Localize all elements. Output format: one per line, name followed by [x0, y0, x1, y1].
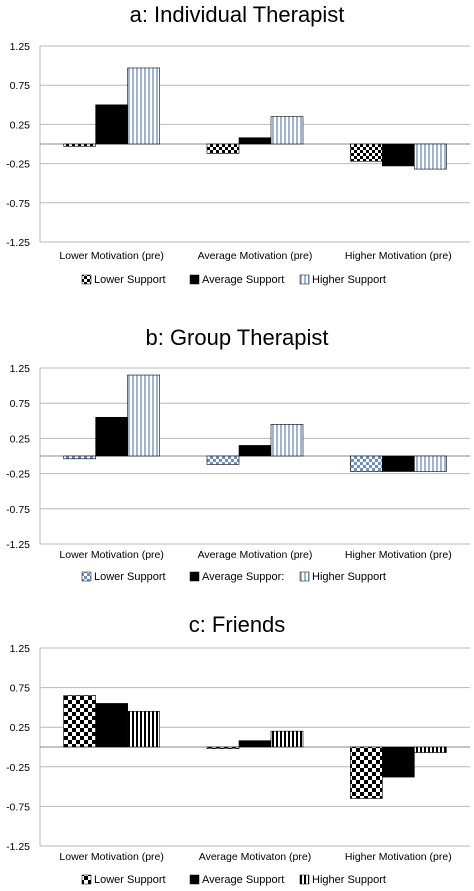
y-tick-label: -0.25: [6, 762, 30, 774]
x-category-label: Higher Motivation (pre): [345, 851, 452, 863]
x-category-label: Lower Motivation (pre): [59, 250, 163, 262]
legend-swatch: [299, 571, 310, 582]
bar-vstripe: [127, 711, 160, 748]
bar-solid: [238, 740, 272, 748]
y-tick-label: 0.75: [10, 80, 31, 92]
chart-panel-2: c: Friends 1.25 0.75 0.25 -0.25 -0.75 -1.25 Low…: [6, 612, 470, 886]
legend-swatch: [189, 874, 200, 885]
bar-checker: [63, 455, 96, 460]
legend-label: Lower Support: [94, 274, 166, 286]
y-tick-label: 1.25: [10, 41, 31, 53]
bar-vstripe: [414, 143, 447, 170]
legend-swatch: [81, 274, 92, 285]
legend-swatch: [189, 571, 200, 582]
bar-checker: [350, 455, 383, 472]
y-tick-label: -0.25: [6, 159, 30, 171]
bar-vstripe: [270, 424, 304, 457]
legend-label: Higher Support: [312, 274, 386, 286]
bar-checker: [63, 143, 96, 147]
legend-label: Higher Support: [312, 874, 386, 886]
bar-solid: [95, 104, 128, 145]
bar-solid: [382, 143, 415, 167]
legend-label: Lower Support: [94, 874, 166, 886]
y-tick-label: 0.25: [10, 722, 31, 734]
y-tick-label: -0.75: [6, 504, 30, 516]
bar-checker: [206, 455, 240, 465]
y-tick-label: 0.75: [10, 683, 31, 695]
chart-title: c: Friends: [189, 612, 286, 637]
y-tick-label: 1.25: [10, 363, 31, 375]
bar-solid: [95, 416, 128, 457]
y-tick-label: 0.25: [10, 433, 31, 445]
y-tick-label: -0.75: [6, 801, 30, 813]
bar-vstripe: [414, 746, 447, 753]
legend-swatch: [299, 274, 310, 285]
chart-panel-1: b: Group Therapist 1.25 0.75 0.25 -0.25 -0.75…: [6, 325, 470, 583]
x-category-label: Higher Motivation (pre): [345, 250, 452, 262]
legend-label: Lower Support: [94, 571, 166, 583]
x-category-label: Lower Motivation (pre): [59, 549, 163, 561]
legend-label: Average Suppor:: [202, 571, 284, 583]
legend-label: Average Support: [202, 274, 284, 286]
bar-checker: [63, 695, 96, 748]
chart-title: a: Individual Therapist: [130, 2, 345, 27]
bar-vstripe: [127, 67, 160, 145]
bar-checker: [350, 746, 383, 799]
y-tick-label: 0.25: [10, 119, 31, 131]
bar-solid: [382, 455, 415, 472]
legend-swatch: [81, 874, 92, 885]
legend-swatch: [189, 274, 200, 285]
x-category-label: Average Motivation (pre): [198, 549, 313, 561]
x-category-label: Higher Motivation (pre): [345, 549, 452, 561]
chart-title: b: Group Therapist: [145, 325, 328, 350]
y-tick-label: -1.25: [6, 539, 30, 551]
bar-vstripe: [270, 116, 304, 145]
bar-checker: [206, 746, 240, 749]
legend-label: Average Support: [202, 874, 284, 886]
legend-swatch: [299, 874, 310, 885]
x-category-label: Average Motivation (pre): [198, 250, 313, 262]
bar-solid: [95, 703, 128, 748]
bar-checker: [206, 143, 240, 154]
bar-checker: [350, 143, 383, 162]
bar-vstripe: [127, 374, 160, 457]
bar-vstripe: [270, 730, 304, 748]
y-tick-label: 0.75: [10, 398, 31, 410]
x-category-label: Lower Motivation (pre): [59, 851, 163, 863]
bar-solid: [238, 445, 272, 457]
x-category-label: Average Motivaton (pre): [199, 851, 311, 863]
y-tick-label: -0.25: [6, 469, 30, 481]
bar-solid: [382, 746, 415, 778]
legend-swatch: [81, 571, 92, 582]
y-tick-label: -1.25: [6, 237, 30, 249]
bar-solid: [238, 137, 272, 145]
bar-vstripe: [414, 455, 447, 472]
y-tick-label: -1.25: [6, 841, 30, 853]
y-tick-label: 1.25: [10, 643, 31, 655]
y-tick-label: -0.75: [6, 198, 30, 210]
legend-label: Higher Support: [312, 571, 386, 583]
chart-panel-0: a: Individual Therapist 1.25 0.75 0.25 -0.25…: [6, 2, 470, 286]
